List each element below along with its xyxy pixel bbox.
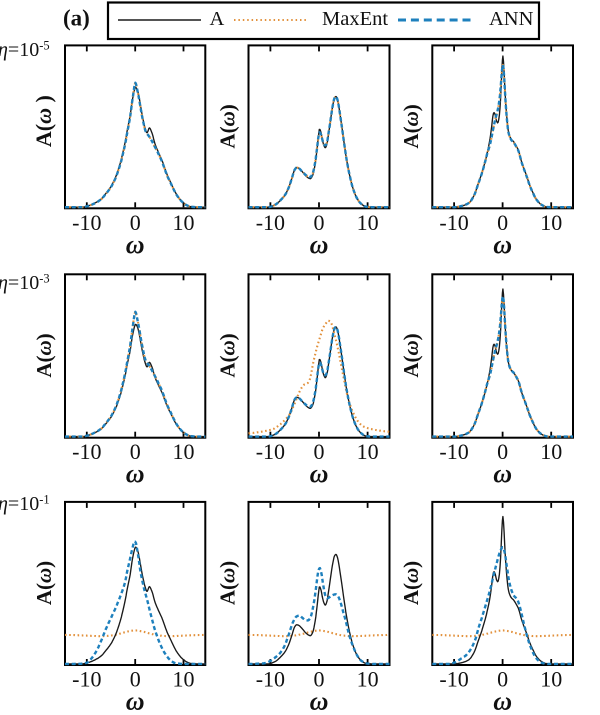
- svg-text:-10: -10: [72, 439, 101, 464]
- svg-text:0: 0: [314, 439, 325, 464]
- svg-text:10: 10: [540, 667, 562, 692]
- svg-text:ω: ω: [126, 687, 145, 711]
- svg-text:MaxEnt: MaxEnt: [322, 8, 388, 30]
- svg-text:-10: -10: [439, 667, 468, 692]
- svg-text:A(ω): A(ω): [215, 561, 239, 605]
- svg-text:A(ω): A(ω): [32, 561, 56, 605]
- svg-text:10: 10: [357, 210, 379, 235]
- svg-text:10: 10: [173, 210, 195, 235]
- svg-text:0: 0: [497, 210, 508, 235]
- svg-text:ω: ω: [310, 687, 329, 711]
- svg-text:-10: -10: [256, 667, 285, 692]
- svg-text:η=10-1: η=10-1: [0, 493, 50, 516]
- svg-text:A(ω): A(ω): [399, 104, 423, 148]
- svg-text:ω: ω: [493, 459, 512, 488]
- svg-text:A(ω): A(ω): [215, 104, 239, 148]
- svg-text:A(ω): A(ω): [215, 333, 239, 377]
- svg-text:A(ω): A(ω): [399, 333, 423, 377]
- svg-text:10: 10: [173, 439, 195, 464]
- svg-text:0: 0: [130, 667, 141, 692]
- svg-text:-10: -10: [256, 210, 285, 235]
- svg-text:ω: ω: [493, 230, 512, 259]
- svg-text:10: 10: [173, 667, 195, 692]
- svg-text:-10: -10: [256, 439, 285, 464]
- svg-text:A(ω): A(ω): [399, 561, 423, 605]
- svg-text:10: 10: [357, 439, 379, 464]
- svg-text:0: 0: [130, 439, 141, 464]
- svg-text:0: 0: [130, 210, 141, 235]
- svg-text:A: A: [210, 8, 225, 30]
- svg-text:10: 10: [357, 667, 379, 692]
- svg-text:A(ω): A(ω): [32, 333, 56, 377]
- svg-text:ω: ω: [310, 459, 329, 488]
- svg-text:ω: ω: [126, 459, 145, 488]
- svg-text:0: 0: [497, 439, 508, 464]
- svg-text:0: 0: [314, 667, 325, 692]
- svg-text:-10: -10: [439, 210, 468, 235]
- svg-text:η=10-3: η=10-3: [0, 272, 50, 295]
- svg-text:10: 10: [540, 439, 562, 464]
- svg-text:0: 0: [497, 667, 508, 692]
- svg-text:ω: ω: [310, 230, 329, 259]
- svg-text:ω: ω: [126, 230, 145, 259]
- svg-text:-10: -10: [72, 210, 101, 235]
- svg-text:0: 0: [314, 210, 325, 235]
- svg-text:ω: ω: [493, 687, 512, 711]
- svg-text:ANN: ANN: [489, 8, 534, 30]
- svg-text:10: 10: [540, 210, 562, 235]
- svg-text:A(ω ): A(ω ): [31, 95, 56, 147]
- svg-text:-10: -10: [72, 667, 101, 692]
- svg-text:(a): (a): [63, 6, 90, 31]
- svg-text:η=10-5: η=10-5: [0, 39, 50, 62]
- svg-text:-10: -10: [439, 439, 468, 464]
